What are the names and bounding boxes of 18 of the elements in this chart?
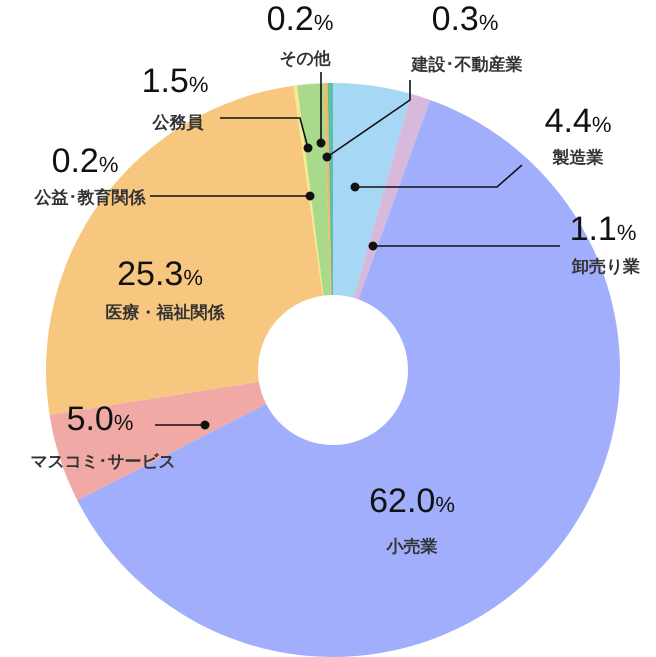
slice-label: 公務員 (152, 113, 204, 132)
slice-label: 公益･教育関係 (34, 187, 146, 207)
data-label: 0.3% (432, 0, 498, 38)
data-label: 4.4% (544, 102, 612, 140)
data-label: 1.1% (570, 210, 636, 248)
slice-label: 医療・福祉関係 (106, 303, 226, 322)
data-label: 62.0% (369, 482, 455, 520)
slice-label: 製造業 (552, 148, 604, 167)
slice-label: 小売業 (386, 537, 438, 556)
data-label: 1.5% (142, 62, 208, 100)
slice-label: 建設･不動産業 (410, 55, 522, 74)
data-label: 5.0% (66, 400, 134, 438)
data-label: 25.3% (117, 255, 203, 293)
slice-label: マスコミ･サービス (30, 452, 176, 471)
data-label: 0.2% (52, 142, 118, 180)
data-label: 0.2% (266, 0, 334, 38)
slice-label: その他 (280, 49, 332, 68)
slice-label: 卸売り業 (571, 257, 640, 276)
